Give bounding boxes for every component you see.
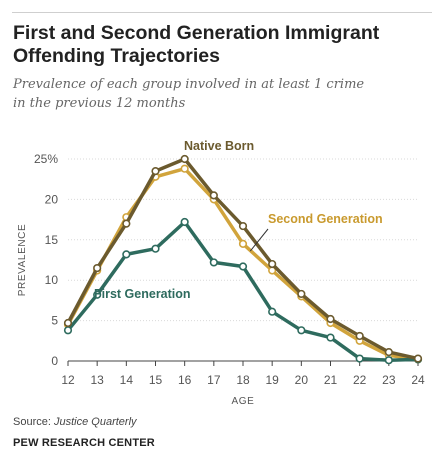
x-tick-label: 18 — [236, 373, 250, 387]
source-value: Justice Quarterly — [53, 416, 137, 428]
data-point — [151, 167, 160, 176]
credit-line: PEW RESEARCH CENTER — [13, 437, 155, 449]
data-point — [63, 318, 73, 328]
chart-title-line-2: Offending Trajectories — [13, 45, 220, 67]
x-tick-label: 19 — [265, 373, 279, 387]
chart-subtitle-line-1: Prevalence of each group involved in at … — [13, 77, 365, 92]
x-tick-label: 12 — [61, 373, 75, 387]
x-tick-label: 16 — [178, 373, 192, 387]
x-tick-label: 15 — [149, 373, 163, 387]
source-label: Source: — [13, 416, 51, 428]
data-point — [63, 326, 73, 335]
series-line-0 — [66, 157, 420, 361]
y-tick-label: 10 — [45, 273, 59, 287]
data-point — [326, 314, 335, 324]
chart-title-line-1: First and Second Generation Immigrant — [13, 22, 380, 44]
data-point — [297, 326, 306, 335]
top-rule — [12, 12, 432, 13]
data-point — [93, 263, 102, 273]
y-tick-label: 5 — [51, 314, 58, 328]
y-axis-title: PREVALENCE — [17, 224, 28, 297]
data-point — [268, 259, 277, 269]
data-point — [238, 262, 248, 271]
series-label-first-generation: First Generation — [94, 287, 191, 301]
x-tick-label: 13 — [90, 373, 104, 387]
data-point — [180, 164, 189, 173]
data-point — [93, 290, 102, 299]
data-point — [209, 258, 218, 267]
chart-subtitle: Prevalence of each group involved in at … — [13, 75, 433, 113]
x-tick-label: 21 — [324, 373, 338, 387]
x-tick-label: 22 — [353, 373, 367, 387]
series-label-native-born: Native Born — [184, 139, 254, 153]
data-point — [268, 307, 277, 316]
data-point — [238, 239, 248, 248]
x-tick-label: 20 — [295, 373, 309, 387]
y-tick-label: 0 — [51, 354, 58, 368]
data-point — [355, 331, 364, 341]
x-axis-title: AGE — [232, 396, 255, 407]
x-tick-label: 24 — [411, 373, 425, 387]
data-point — [122, 250, 131, 259]
data-point — [413, 354, 423, 363]
series-labels: Native Born Second Generation First Genera… — [94, 139, 383, 301]
series-label-second-generation: Second Generation — [268, 212, 383, 226]
data-point — [180, 154, 189, 164]
data-point — [238, 221, 248, 231]
data-point — [180, 217, 189, 227]
axes: 0 5 10 15 20 25% 12 13 14 15 16 17 18 19 20 21 22 23 24 AGE… — [17, 152, 425, 407]
source-note: Source: Justice Quarterly — [13, 416, 137, 428]
x-tick-label: 23 — [382, 373, 396, 387]
label-leader-line — [249, 228, 269, 252]
data-point — [326, 333, 335, 342]
y-tick-label: 20 — [45, 192, 59, 206]
data-point — [355, 354, 364, 363]
chart-subtitle-line-2: in the previous 12 months — [13, 96, 186, 111]
y-tick-label: 15 — [45, 233, 59, 247]
series-group — [63, 154, 423, 365]
data-point — [151, 244, 160, 253]
chart-title: First and Second Generation Immigrant Of… — [13, 22, 433, 68]
data-point — [122, 219, 131, 228]
data-point — [384, 356, 393, 365]
data-point — [297, 289, 306, 299]
y-tick-label: 25% — [34, 152, 58, 166]
data-point — [384, 348, 393, 357]
x-tick-label: 14 — [120, 373, 134, 387]
data-point — [209, 191, 218, 200]
x-tick-label: 17 — [207, 373, 221, 387]
